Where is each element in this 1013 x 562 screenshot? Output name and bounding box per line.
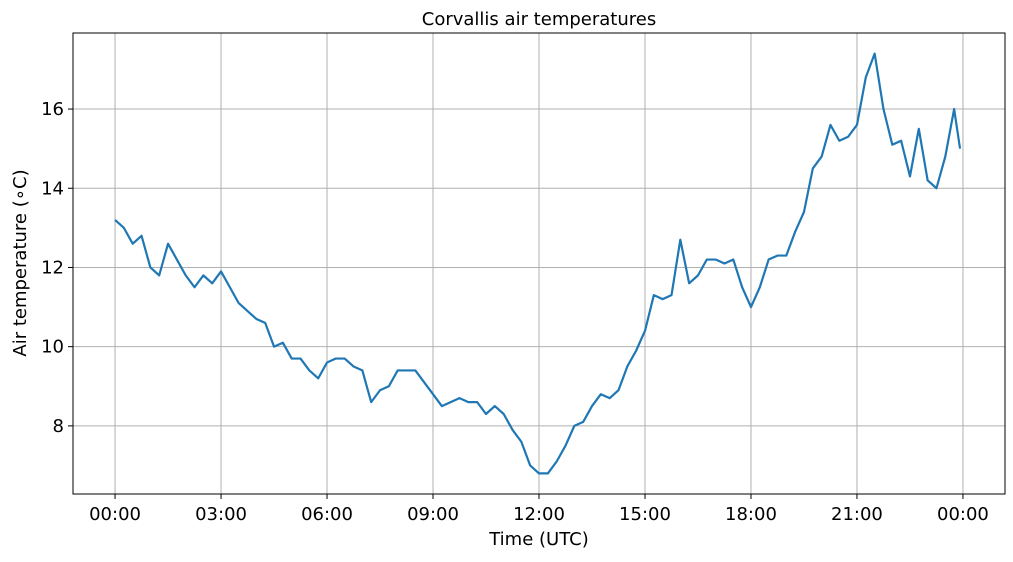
x-tick-label: 21:00	[831, 504, 883, 525]
y-tick-label: 8	[53, 416, 64, 437]
y-axis-label: Air temperature (∘C)	[10, 169, 31, 356]
x-tick-label: 15:00	[619, 504, 671, 525]
plot-frame	[72, 32, 1006, 495]
x-tick-label: 18:00	[725, 504, 777, 525]
y-tick-label: 14	[41, 178, 64, 199]
chart-title: Corvallis air temperatures	[422, 9, 656, 30]
y-tick-label: 16	[41, 99, 64, 120]
data-line	[114, 52, 962, 475]
x-tick-label: 00:00	[937, 504, 989, 525]
x-tick-label: 06:00	[301, 504, 353, 525]
x-tick-label: 12:00	[513, 504, 565, 525]
x-tick-label: 03:00	[195, 504, 247, 525]
y-tick-label: 12	[41, 257, 64, 278]
y-tick-label: 10	[41, 337, 64, 358]
x-tick-label: 09:00	[407, 504, 459, 525]
x-tick-label: 00:00	[89, 504, 141, 525]
x-axis-label: Time (UTC)	[488, 529, 589, 550]
